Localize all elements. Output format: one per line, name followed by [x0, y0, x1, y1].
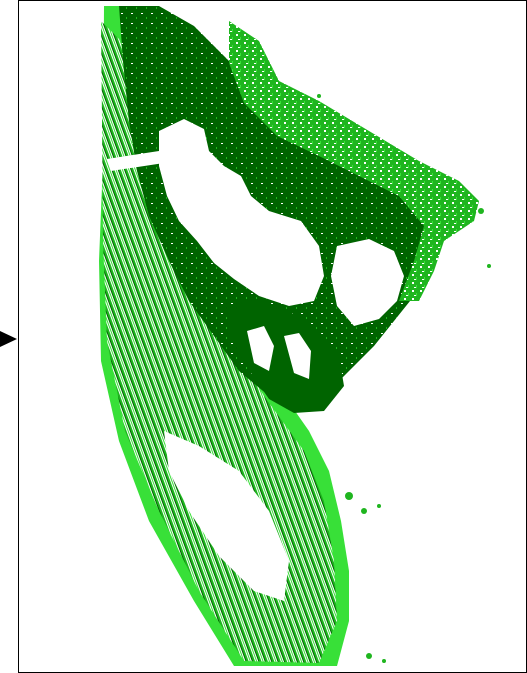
lagoon	[159, 119, 324, 306]
vegetation-map	[99, 6, 491, 666]
medium-vegetation-fringe	[229, 21, 479, 301]
pointer-arrow-icon	[0, 329, 18, 349]
east-open-area	[331, 239, 404, 326]
marsh-islands	[224, 299, 344, 413]
open-plain-patch	[164, 431, 289, 601]
marsh-island-openings	[247, 326, 311, 379]
tidal-inlet	[107, 151, 164, 171]
map-frame	[18, 0, 527, 673]
scattered-vegetation-specks	[302, 94, 491, 663]
